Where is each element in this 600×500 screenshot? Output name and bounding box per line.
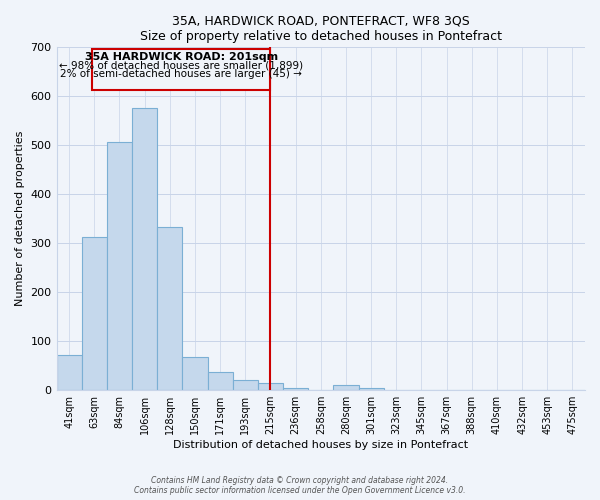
Bar	[359, 388, 383, 390]
Bar	[157, 227, 182, 390]
Text: 35A HARDWICK ROAD: 201sqm: 35A HARDWICK ROAD: 201sqm	[85, 52, 278, 62]
X-axis label: Distribution of detached houses by size in Pontefract: Distribution of detached houses by size …	[173, 440, 469, 450]
Bar	[334, 386, 359, 390]
Text: ← 98% of detached houses are smaller (1,899): ← 98% of detached houses are smaller (1,…	[59, 60, 303, 70]
Bar	[258, 383, 283, 390]
FancyBboxPatch shape	[92, 50, 271, 90]
Bar	[182, 357, 208, 390]
Text: Contains HM Land Registry data © Crown copyright and database right 2024.
Contai: Contains HM Land Registry data © Crown c…	[134, 476, 466, 495]
Bar	[132, 108, 157, 390]
Title: 35A, HARDWICK ROAD, PONTEFRACT, WF8 3QS
Size of property relative to detached ho: 35A, HARDWICK ROAD, PONTEFRACT, WF8 3QS …	[140, 15, 502, 43]
Bar	[82, 237, 107, 390]
Bar	[283, 388, 308, 390]
Bar	[233, 380, 258, 390]
Text: 2% of semi-detached houses are larger (45) →: 2% of semi-detached houses are larger (4…	[60, 68, 302, 78]
Bar	[208, 372, 233, 390]
Y-axis label: Number of detached properties: Number of detached properties	[15, 131, 25, 306]
Bar	[56, 355, 82, 390]
Bar	[107, 142, 132, 390]
